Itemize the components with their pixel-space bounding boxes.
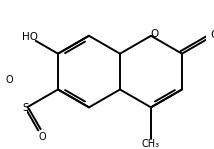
Text: O: O — [210, 30, 214, 40]
Text: CH₃: CH₃ — [142, 139, 160, 149]
Text: O: O — [38, 132, 46, 142]
Text: HO: HO — [22, 32, 38, 42]
Text: O: O — [5, 75, 13, 85]
Text: O: O — [150, 29, 158, 39]
Text: S: S — [22, 103, 29, 113]
